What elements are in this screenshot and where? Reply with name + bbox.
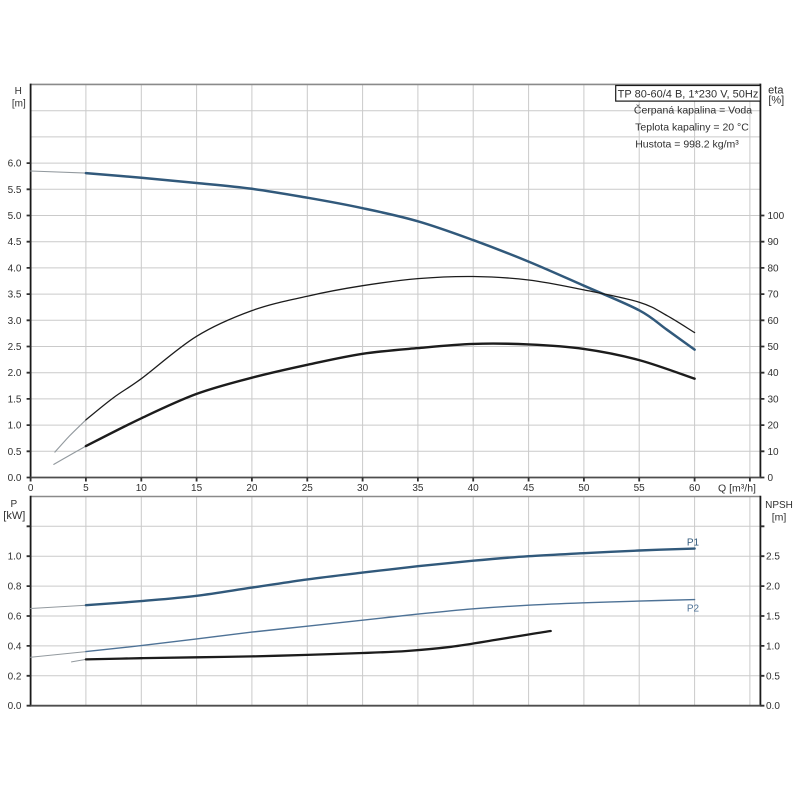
svg-text:20: 20 bbox=[246, 483, 258, 494]
svg-text:1.5: 1.5 bbox=[766, 612, 780, 623]
svg-text:P: P bbox=[10, 499, 17, 510]
svg-text:100: 100 bbox=[768, 211, 785, 222]
svg-text:P2: P2 bbox=[687, 603, 700, 614]
svg-text:0: 0 bbox=[768, 473, 774, 484]
svg-text:10: 10 bbox=[136, 483, 148, 494]
svg-text:5.5: 5.5 bbox=[8, 185, 22, 196]
svg-text:1.5: 1.5 bbox=[8, 394, 22, 405]
svg-text:50: 50 bbox=[768, 342, 780, 353]
svg-text:40: 40 bbox=[768, 368, 780, 379]
svg-text:3.5: 3.5 bbox=[8, 290, 22, 301]
svg-text:30: 30 bbox=[768, 394, 780, 405]
svg-text:30: 30 bbox=[357, 483, 369, 494]
svg-text:5.0: 5.0 bbox=[8, 211, 22, 222]
svg-text:50: 50 bbox=[578, 483, 590, 494]
svg-text:1.0: 1.0 bbox=[8, 552, 22, 563]
svg-text:1.0: 1.0 bbox=[766, 641, 780, 652]
svg-text:80: 80 bbox=[768, 263, 780, 274]
svg-text:TP 80-60/4 B, 1*230 V, 50Hz: TP 80-60/4 B, 1*230 V, 50Hz bbox=[618, 88, 759, 100]
svg-text:70: 70 bbox=[768, 290, 780, 301]
svg-text:55: 55 bbox=[634, 483, 646, 494]
svg-text:0.0: 0.0 bbox=[8, 473, 22, 484]
svg-text:0.0: 0.0 bbox=[8, 701, 22, 712]
svg-text:60: 60 bbox=[689, 483, 701, 494]
svg-text:1.0: 1.0 bbox=[8, 421, 22, 432]
svg-text:2.5: 2.5 bbox=[8, 342, 22, 353]
svg-text:60: 60 bbox=[768, 316, 780, 327]
svg-text:5: 5 bbox=[83, 483, 89, 494]
svg-text:Teplota kapaliny = 20 °C: Teplota kapaliny = 20 °C bbox=[635, 121, 749, 133]
svg-text:[%]: [%] bbox=[768, 95, 784, 107]
svg-text:35: 35 bbox=[412, 483, 424, 494]
svg-text:2.0: 2.0 bbox=[8, 368, 22, 379]
svg-text:4.5: 4.5 bbox=[8, 237, 22, 248]
svg-text:0: 0 bbox=[28, 483, 34, 494]
svg-text:[m]: [m] bbox=[772, 512, 787, 524]
svg-text:[m]: [m] bbox=[12, 99, 26, 110]
svg-text:P1: P1 bbox=[687, 538, 700, 549]
svg-text:40: 40 bbox=[468, 483, 480, 494]
svg-text:Čerpaná kapalina = Voda: Čerpaná kapalina = Voda bbox=[634, 104, 752, 117]
svg-text:15: 15 bbox=[191, 483, 203, 494]
svg-text:4.0: 4.0 bbox=[8, 263, 22, 274]
svg-text:0.6: 0.6 bbox=[8, 612, 22, 623]
svg-text:3.0: 3.0 bbox=[8, 316, 22, 327]
svg-text:10: 10 bbox=[768, 447, 780, 458]
svg-text:90: 90 bbox=[768, 237, 780, 248]
svg-text:0.0: 0.0 bbox=[766, 701, 780, 712]
svg-text:0.4: 0.4 bbox=[8, 641, 22, 652]
svg-text:H: H bbox=[15, 86, 22, 97]
svg-text:0.5: 0.5 bbox=[8, 447, 22, 458]
svg-text:2.5: 2.5 bbox=[766, 552, 780, 563]
svg-text:eta: eta bbox=[768, 85, 784, 97]
svg-text:Q [m³/h]: Q [m³/h] bbox=[718, 483, 756, 495]
svg-text:25: 25 bbox=[302, 483, 314, 494]
svg-text:2.0: 2.0 bbox=[766, 582, 780, 593]
svg-text:0.5: 0.5 bbox=[766, 671, 780, 682]
svg-text:0.2: 0.2 bbox=[8, 671, 22, 682]
svg-text:NPSH: NPSH bbox=[765, 500, 793, 511]
svg-text:6.0: 6.0 bbox=[8, 159, 22, 170]
svg-text:0.8: 0.8 bbox=[8, 582, 22, 593]
svg-text:Hustota = 998.2 kg/m³: Hustota = 998.2 kg/m³ bbox=[635, 138, 739, 150]
svg-text:[kW]: [kW] bbox=[3, 510, 25, 522]
svg-text:20: 20 bbox=[768, 421, 780, 432]
svg-text:45: 45 bbox=[523, 483, 535, 494]
